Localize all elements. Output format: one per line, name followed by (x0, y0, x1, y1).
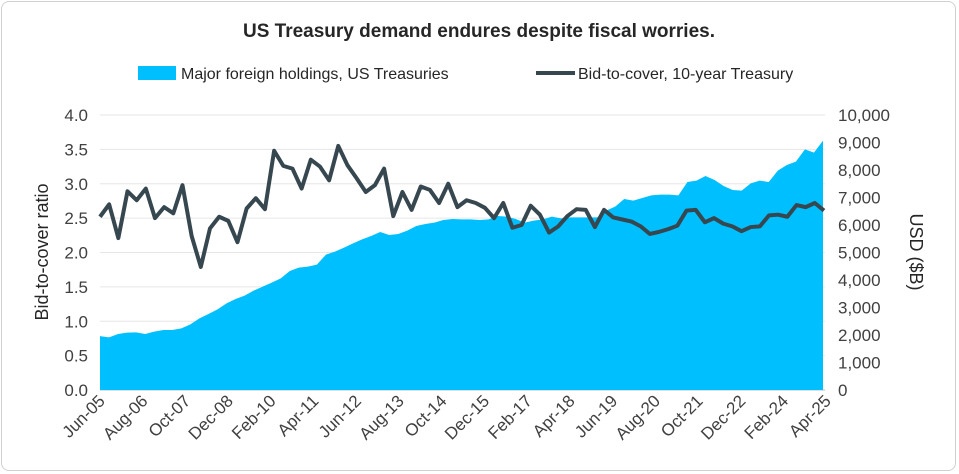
x-tick-label: Feb-17 (484, 391, 536, 443)
right-tick-label: 10,000 (838, 106, 890, 125)
left-axis-title: Bid-to-cover ratio (32, 183, 52, 320)
x-tick-label: Apr-11 (274, 391, 323, 440)
right-axis-title: USD ($B) (906, 213, 926, 290)
left-tick-label: 3.5 (64, 140, 88, 159)
legend-label-holdings: Major foreign holdings, US Treasuries (181, 66, 449, 83)
x-tick-label: Jun-12 (315, 391, 365, 441)
legend-label-bid-to-cover: Bid-to-cover, 10-year Treasury (578, 66, 793, 83)
x-tick-label: Apr-25 (785, 391, 835, 441)
chart-title: US Treasury demand endures despite fisca… (243, 21, 715, 42)
x-tick-label: Dec-15 (441, 391, 493, 443)
x-tick-label: Aug-06 (99, 391, 151, 443)
x-axis: Jun-05Aug-06Oct-07Dec-08Feb-10Apr-11Jun-… (59, 391, 835, 443)
right-tick-label: 4,000 (838, 271, 881, 290)
x-tick-label: Aug-20 (612, 391, 664, 443)
left-axis: 0.0 0.5 1.0 1.5 2.0 2.5 3.0 3.5 4.0 (64, 106, 88, 400)
left-tick-label: 1.0 (64, 312, 88, 331)
left-tick-label: 4.0 (64, 106, 88, 125)
left-tick-label: 3.0 (64, 175, 88, 194)
right-tick-label: 8,000 (838, 161, 881, 180)
right-tick-label: 6,000 (838, 216, 881, 235)
x-tick-label: Jun-19 (571, 391, 621, 441)
left-tick-label: 0.0 (64, 381, 88, 400)
x-tick-label: Dec-08 (185, 391, 237, 443)
right-tick-label: 5,000 (838, 244, 881, 263)
right-axis: 0 1,000 2,000 3,000 4,000 5,000 6,000 7,000 8,00… (838, 106, 890, 400)
bid-to-cover-line (98, 143, 826, 269)
x-tick-label: Apr-18 (529, 391, 579, 441)
legend: Major foreign holdings, US Treasuries Bi… (138, 66, 793, 83)
right-tick-label: 0 (838, 381, 847, 400)
x-tick-label: Dec-22 (697, 391, 749, 443)
x-tick-label: Feb-10 (228, 391, 280, 443)
holdings-area (100, 140, 823, 390)
right-tick-label: 9,000 (838, 134, 881, 153)
right-tick-label: 1,000 (838, 354, 881, 373)
right-tick-label: 3,000 (838, 299, 881, 318)
left-tick-label: 1.5 (64, 278, 88, 297)
left-tick-label: 0.5 (64, 347, 88, 366)
holdings-area-layer (100, 140, 823, 390)
left-tick-label: 2.5 (64, 209, 88, 228)
right-tick-label: 7,000 (838, 189, 881, 208)
bid-to-cover-line-layer (98, 143, 826, 269)
right-tick-label: 2,000 (838, 326, 881, 345)
x-tick-label: Aug-13 (356, 391, 408, 443)
x-tick-label: Feb-24 (741, 391, 793, 443)
left-tick-label: 2.0 (64, 244, 88, 263)
legend-swatch-holdings (138, 66, 176, 80)
